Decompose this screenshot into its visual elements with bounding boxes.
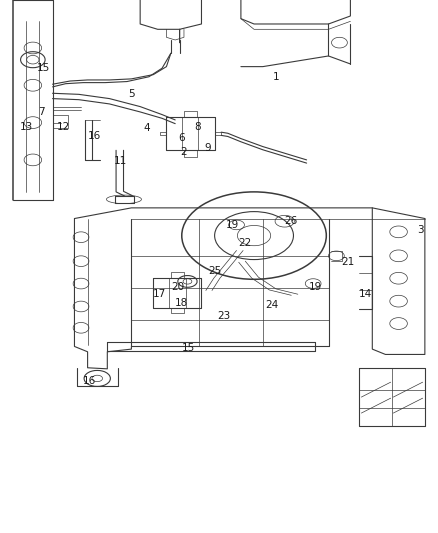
Text: 2: 2 — [180, 147, 187, 157]
Text: 24: 24 — [265, 300, 278, 310]
Text: 8: 8 — [194, 122, 201, 132]
Text: 25: 25 — [208, 266, 221, 276]
Text: 1: 1 — [272, 72, 279, 82]
Text: 19: 19 — [226, 220, 239, 230]
Text: 9: 9 — [205, 143, 212, 153]
Text: 7: 7 — [38, 107, 45, 117]
Text: 12: 12 — [57, 122, 70, 132]
Text: 13: 13 — [20, 122, 33, 132]
Text: 4: 4 — [143, 123, 150, 133]
Text: 15: 15 — [182, 343, 195, 352]
Text: 20: 20 — [171, 282, 184, 292]
Text: 23: 23 — [217, 311, 230, 320]
Text: 15: 15 — [37, 63, 50, 73]
Text: 16: 16 — [83, 376, 96, 386]
Text: 5: 5 — [128, 90, 135, 99]
Text: 14: 14 — [359, 289, 372, 299]
Text: 3: 3 — [417, 225, 424, 235]
Text: 18: 18 — [175, 298, 188, 308]
Text: 16: 16 — [88, 131, 101, 141]
Text: 6: 6 — [178, 133, 185, 142]
Text: 17: 17 — [153, 289, 166, 299]
Text: 19: 19 — [309, 282, 322, 292]
Text: 11: 11 — [114, 156, 127, 166]
Text: 22: 22 — [239, 238, 252, 247]
Text: 26: 26 — [285, 216, 298, 226]
Text: 21: 21 — [342, 257, 355, 267]
